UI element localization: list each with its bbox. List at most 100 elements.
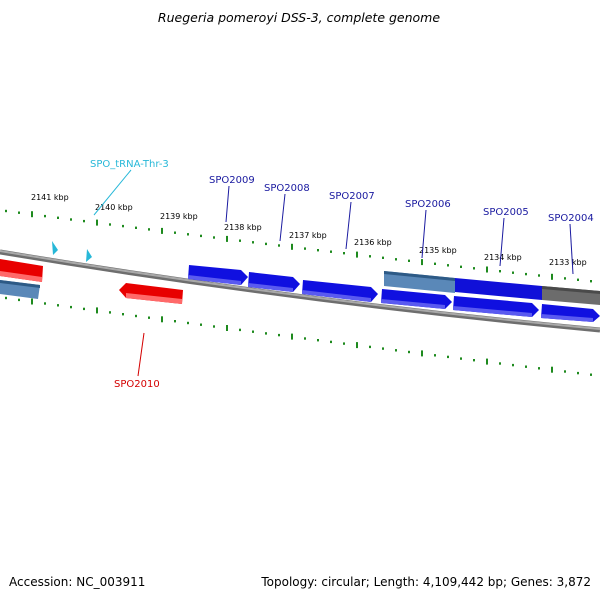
outer-tick — [57, 216, 59, 219]
outer-tick — [5, 209, 7, 213]
accession-text: Accession: NC_003911 — [9, 575, 145, 589]
trna-marker-1[interactable] — [52, 241, 58, 255]
outer-tick — [135, 226, 137, 229]
outer-tick — [343, 252, 345, 255]
inner-tick — [434, 354, 436, 357]
outer-tick — [525, 272, 527, 276]
outer-tick-row — [5, 209, 592, 283]
inner-tick — [57, 304, 59, 307]
inner-tick — [83, 307, 85, 311]
outer-tick — [187, 233, 189, 236]
inner-tick — [148, 316, 150, 319]
inner-tick — [421, 350, 423, 357]
inner-tick — [226, 325, 228, 331]
leader-spo2009 — [225, 185, 230, 223]
inner-tick — [317, 339, 319, 342]
outer-tick — [382, 256, 384, 259]
label-spo2005[interactable]: SPO2005 — [483, 207, 529, 218]
outer-tick — [486, 266, 488, 273]
outer-tick — [304, 247, 306, 250]
inner-tick — [330, 340, 332, 344]
label-spo2007[interactable]: SPO2007 — [329, 191, 375, 202]
forward-genes — [188, 265, 600, 322]
inner-tick — [343, 342, 345, 345]
gene-arrow-spo2004[interactable] — [541, 304, 600, 322]
outer-tick — [512, 271, 514, 274]
leader-spo2004 — [569, 223, 574, 275]
outer-tick — [83, 219, 85, 223]
outer-tick — [369, 255, 371, 258]
kbp-label-2139: 2139 kbp — [160, 212, 198, 221]
inner-tick — [356, 342, 358, 349]
label-spo2010[interactable]: SPO2010 — [114, 379, 160, 390]
inner-tick — [447, 355, 449, 359]
inner-tick — [265, 332, 267, 335]
kbp-label-2136: 2136 kbp — [354, 238, 392, 247]
gene-arrow-spo2008[interactable] — [248, 272, 300, 292]
gene-arrow-spo2009[interactable] — [188, 265, 248, 285]
inner-tick — [174, 320, 176, 323]
inner-tick — [278, 333, 280, 337]
gene-arrow-left-partial[interactable] — [0, 259, 43, 282]
outer-tick — [317, 249, 319, 252]
band-light-blue-edge — [384, 271, 455, 281]
kbp-labels: 2141 kbp 2140 kbp 2139 kbp 2138 kbp 2137… — [31, 193, 587, 267]
inner-tick — [408, 350, 410, 354]
outer-tick — [551, 273, 553, 280]
label-spo-trna-thr-3[interactable]: SPO_tRNA-Thr-3 — [90, 159, 169, 170]
inner-tick — [395, 349, 397, 352]
map-title: Ruegeria pomeroyi DSS-3, complete genome — [158, 10, 440, 25]
outer-tick — [577, 278, 579, 281]
label-spo2009[interactable]: SPO2009 — [209, 175, 255, 186]
leader-spo2010 — [137, 332, 145, 377]
outer-tick — [174, 231, 176, 234]
outer-tick — [31, 211, 33, 218]
feature-bands — [0, 271, 600, 305]
outer-tick — [213, 236, 215, 239]
outer-tick — [226, 235, 228, 242]
gene-arrow-spo2009-shade — [188, 275, 241, 285]
leader-spo2006 — [421, 209, 427, 259]
inner-tick — [590, 373, 592, 376]
gene-arrow-spo2008-shade — [248, 283, 293, 292]
inner-tick — [486, 358, 488, 365]
outer-tick — [252, 241, 254, 244]
gene-arrow-spo2010[interactable] — [119, 283, 183, 304]
band-left-blue-edge — [0, 280, 40, 288]
inner-tick — [70, 305, 72, 309]
outer-tick — [70, 218, 72, 221]
kbp-label-2138: 2138 kbp — [224, 223, 262, 232]
label-spo2004[interactable]: SPO2004 — [548, 213, 594, 224]
inner-tick — [291, 333, 293, 340]
inner-tick — [577, 371, 579, 375]
outer-tick — [330, 250, 332, 253]
leader-spo2008 — [279, 193, 286, 242]
leader-spo2005 — [499, 217, 505, 267]
gene-arrow-spo2006[interactable] — [381, 289, 452, 309]
trna-marker-2[interactable] — [86, 249, 92, 262]
label-spo2008[interactable]: SPO2008 — [264, 183, 310, 194]
inner-tick — [538, 367, 540, 370]
gene-arrow-left-partial-shade — [0, 271, 42, 282]
gene-arrow-spo2005[interactable] — [453, 296, 539, 317]
band-blue — [455, 278, 542, 300]
outer-tick — [538, 274, 540, 277]
inner-tick — [213, 325, 215, 328]
genome-backbone — [0, 249, 600, 333]
leader-spo2007 — [345, 201, 352, 250]
band-grey-edge — [542, 286, 600, 294]
inner-tick — [161, 316, 163, 323]
outer-tick — [18, 211, 20, 214]
kbp-label-2133: 2133 kbp — [549, 258, 587, 267]
label-spo2006[interactable]: SPO2006 — [405, 199, 451, 210]
leader-spo-trna-thr-3 — [93, 169, 132, 216]
inner-tick — [44, 302, 46, 305]
gene-arrow-spo2007[interactable] — [302, 280, 378, 302]
outer-tick — [200, 234, 202, 238]
kbp-label-2134: 2134 kbp — [484, 253, 522, 262]
inner-tick — [512, 363, 514, 367]
inner-tick — [252, 330, 254, 333]
inner-tick — [96, 307, 98, 314]
